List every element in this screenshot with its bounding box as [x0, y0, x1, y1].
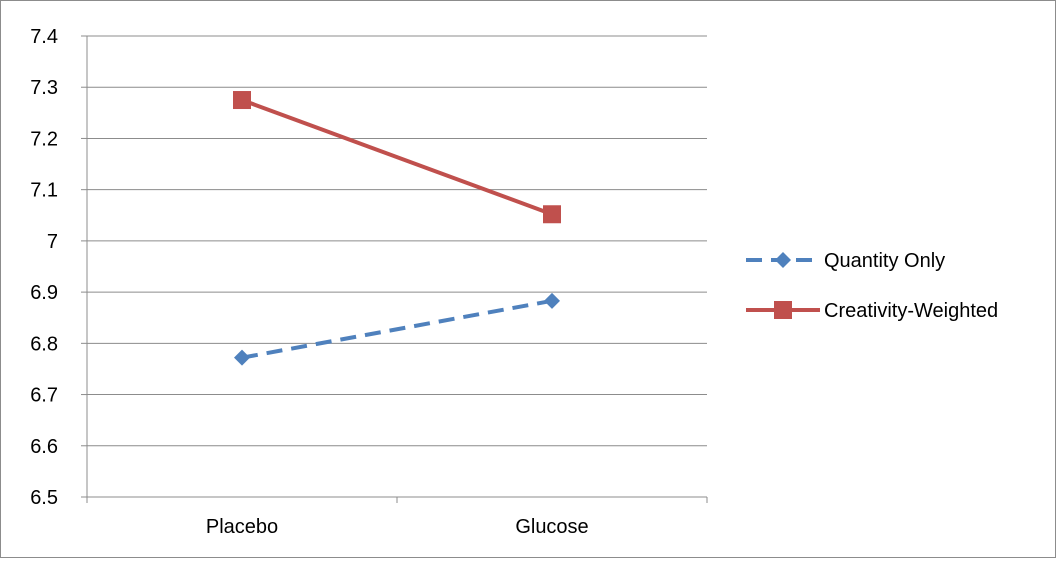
data-point — [543, 205, 561, 224]
series-creativity-weighted — [233, 91, 561, 224]
series-line — [241, 298, 553, 360]
legend-marker — [775, 252, 791, 268]
series-quantity-only — [234, 292, 560, 366]
y-tick-label: 7.4 — [30, 26, 58, 48]
y-tick-label: 6.8 — [30, 333, 58, 355]
y-tick-label: 6.9 — [30, 282, 58, 304]
legend-label: Quantity Only — [824, 250, 945, 272]
legend-item: Creativity-Weighted — [746, 300, 998, 322]
legend-item: Quantity Only — [746, 250, 945, 272]
axes: 6.5 6.6 6.7 6.8 6.9 7 7.1 7.2 7.3 7.4 Placebo Gluco… — [30, 26, 708, 538]
data-point — [544, 292, 560, 309]
y-tick-label: 7.2 — [30, 128, 58, 150]
data-point — [233, 91, 251, 110]
y-tick-label: 6.7 — [30, 385, 58, 407]
series-lines — [233, 91, 561, 366]
y-tick-label: 7.1 — [30, 180, 58, 202]
x-tick-label: Placebo — [206, 516, 278, 538]
y-tick-label: 7.3 — [30, 77, 58, 99]
legend: Quantity Only Creativity-Weighted — [746, 250, 998, 322]
x-tick-label: Glucose — [515, 516, 588, 538]
legend-label: Creativity-Weighted — [824, 300, 998, 322]
y-tick-label: 7 — [47, 231, 58, 253]
legend-marker — [774, 301, 792, 319]
series-line — [241, 98, 553, 217]
y-tick-label: 6.6 — [30, 436, 58, 458]
gridlines — [87, 35, 707, 447]
y-tick-label: 6.5 — [30, 487, 58, 509]
data-point — [234, 349, 250, 366]
